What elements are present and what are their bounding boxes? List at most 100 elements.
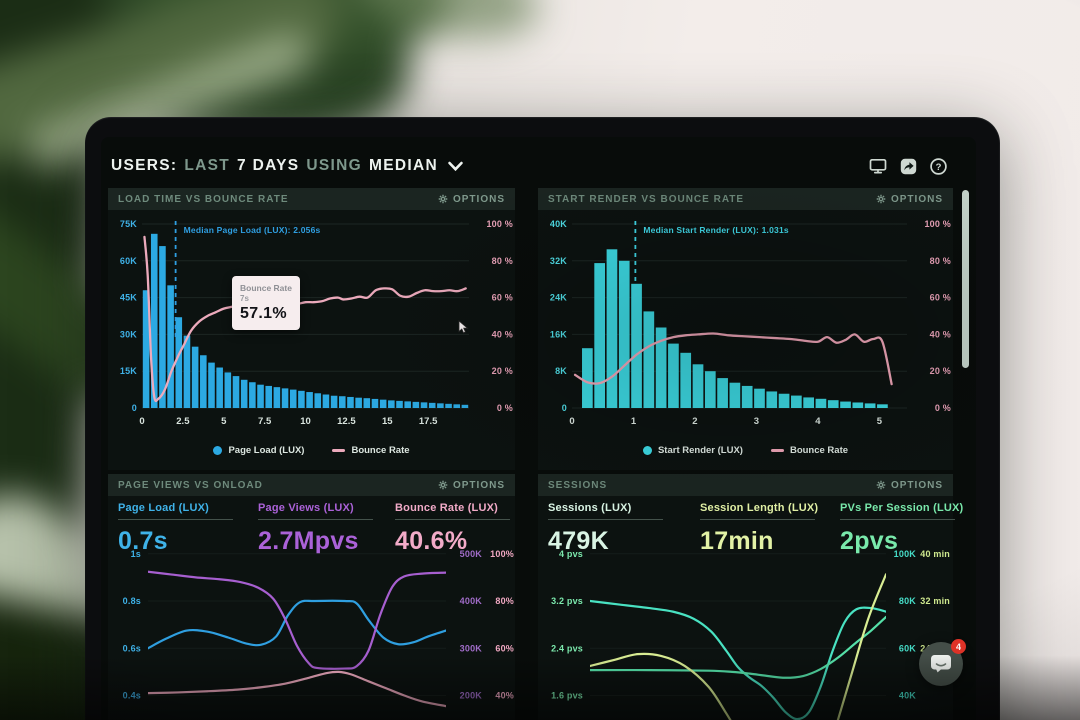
- svg-text:7.5: 7.5: [258, 416, 272, 427]
- svg-text:0 %: 0 %: [935, 403, 951, 413]
- svg-text:20 %: 20 %: [492, 366, 513, 376]
- legend-marker: [332, 449, 346, 452]
- svg-text:15K: 15K: [120, 366, 137, 376]
- svg-text:40%: 40%: [495, 691, 514, 701]
- filter-segment: 7 DAYS: [237, 157, 300, 174]
- svg-text:12.5: 12.5: [337, 416, 356, 427]
- chart-legend: Start Render (LUX) Bounce Rate: [538, 445, 953, 456]
- monitor-icon[interactable]: [869, 158, 887, 174]
- svg-text:80 %: 80 %: [930, 256, 951, 266]
- options-label: OPTIONS: [890, 479, 943, 491]
- panel-title: PAGE VIEWS VS ONLOAD: [118, 479, 263, 491]
- stat-label: Page Views (LUX): [258, 502, 373, 520]
- svg-text:100%: 100%: [490, 549, 514, 559]
- legend-item[interactable]: Bounce Rate: [770, 445, 849, 456]
- svg-text:2: 2: [692, 416, 697, 427]
- chat-bubble-icon: [931, 655, 951, 673]
- svg-text:17.5: 17.5: [419, 416, 438, 427]
- svg-text:60 %: 60 %: [930, 293, 951, 303]
- options-label: OPTIONS: [452, 193, 505, 205]
- dashboard-filter-dropdown[interactable]: USERS: LAST 7 DAYS USING MEDIAN: [111, 157, 445, 175]
- filter-segment: MEDIAN: [369, 157, 438, 174]
- topbar: USERS: LAST 7 DAYS USING MEDIAN: [111, 149, 968, 183]
- svg-text:75K: 75K: [120, 219, 137, 229]
- svg-text:3.2 pvs: 3.2 pvs: [551, 596, 583, 606]
- chat-button[interactable]: 4: [919, 639, 966, 686]
- legend-item[interactable]: Start Render (LUX): [642, 445, 743, 456]
- panel-sessions: SESSIONS OPTIONS: [538, 474, 963, 720]
- legend-label: Page Load (LUX): [228, 445, 305, 456]
- svg-text:0: 0: [139, 416, 144, 427]
- svg-text:?: ?: [936, 162, 942, 173]
- svg-text:0: 0: [569, 416, 574, 427]
- svg-text:60 %: 60 %: [492, 293, 513, 303]
- svg-text:5: 5: [877, 416, 883, 427]
- panel-title: LOAD TIME VS BOUNCE RATE: [118, 193, 289, 205]
- options-label: OPTIONS: [452, 479, 505, 491]
- svg-text:10: 10: [300, 416, 311, 427]
- cursor-icon: [458, 320, 469, 334]
- svg-text:60%: 60%: [495, 643, 514, 653]
- options-button[interactable]: OPTIONS: [876, 480, 943, 491]
- chevron-down-icon: [448, 161, 463, 171]
- svg-text:40 %: 40 %: [930, 329, 951, 339]
- svg-text:1: 1: [631, 416, 637, 427]
- stat-label: PVs Per Session (LUX): [840, 502, 963, 520]
- help-icon[interactable]: ?: [930, 157, 947, 175]
- filter-segment: USERS:: [111, 157, 178, 174]
- gear-icon: [876, 480, 886, 490]
- svg-text:40 min: 40 min: [920, 549, 950, 559]
- options-button[interactable]: OPTIONS: [438, 480, 505, 491]
- tooltip-title: Bounce Rate: [240, 283, 292, 293]
- options-label: OPTIONS: [890, 193, 943, 205]
- svg-text:5: 5: [221, 416, 227, 427]
- chart-legend: Page Load (LUX) Bounce Rate: [108, 445, 515, 456]
- svg-text:1.6 pvs: 1.6 pvs: [551, 691, 583, 701]
- laptop-screen: USERS: LAST 7 DAYS USING MEDIAN: [85, 117, 1000, 720]
- svg-text:1s: 1s: [131, 549, 141, 559]
- svg-text:8K: 8K: [555, 366, 567, 376]
- stat-label: Page Load (LUX): [118, 502, 233, 520]
- gear-icon: [876, 194, 886, 204]
- legend-item[interactable]: Page Load (LUX): [213, 445, 304, 456]
- filter-segment: LAST: [184, 157, 231, 174]
- svg-text:0: 0: [132, 403, 137, 413]
- gear-icon: [438, 480, 448, 490]
- legend-item[interactable]: Bounce Rate: [332, 445, 410, 456]
- svg-text:80 %: 80 %: [492, 256, 513, 266]
- options-button[interactable]: OPTIONS: [438, 194, 505, 205]
- scrollbar[interactable]: [962, 190, 969, 368]
- legend-label: Bounce Rate: [789, 445, 849, 456]
- panel-page-views: PAGE VIEWS VS ONLOAD OPTIONS: [108, 474, 515, 720]
- svg-text:100 %: 100 %: [924, 219, 951, 229]
- panel-title: SESSIONS: [548, 479, 608, 491]
- svg-text:24K: 24K: [550, 293, 567, 303]
- svg-text:0.8s: 0.8s: [123, 596, 141, 606]
- svg-text:0.6s: 0.6s: [123, 643, 141, 653]
- sessions-chart: 4 pvs 100K 40 min 3.2 pvs 80K 32 min 2.4 pvs 60…: [551, 549, 950, 720]
- page-views-chart: 1s 500K 100% 0.8s 400K 80% 0.6s 300K 60% 0.4s 200K…: [123, 549, 514, 708]
- svg-text:32 min: 32 min: [920, 596, 950, 606]
- share-icon[interactable]: [900, 158, 917, 175]
- panel-header: PAGE VIEWS VS ONLOAD OPTIONS: [108, 474, 515, 496]
- svg-text:300K: 300K: [460, 643, 483, 653]
- svg-text:40K: 40K: [550, 219, 567, 229]
- svg-text:100 %: 100 %: [486, 219, 513, 229]
- legend-label: Bounce Rate: [351, 445, 410, 456]
- svg-text:40K: 40K: [899, 691, 916, 701]
- gear-icon: [438, 194, 448, 204]
- svg-text:3: 3: [754, 416, 759, 427]
- svg-text:0: 0: [562, 403, 567, 413]
- dashboard: USERS: LAST 7 DAYS USING MEDIAN: [101, 137, 976, 720]
- options-button[interactable]: OPTIONS: [876, 194, 943, 205]
- panel-load-time: LOAD TIME VS BOUNCE RATE OPTIONS: [108, 188, 515, 470]
- svg-text:15: 15: [382, 416, 393, 427]
- stat-label: Bounce Rate (LUX): [395, 502, 510, 520]
- svg-text:4 pvs: 4 pvs: [559, 549, 583, 559]
- svg-text:80%: 80%: [495, 596, 514, 606]
- svg-text:Median Page Load (LUX): 2.056s: Median Page Load (LUX): 2.056s: [184, 225, 321, 235]
- svg-text:Median Start Render (LUX): 1.0: Median Start Render (LUX): 1.031s: [643, 225, 789, 235]
- chart-area: 75K 100 % 60K 80 % 45K 60 % 30K 40 % 15K 20 % 0 0 %…: [108, 214, 515, 432]
- panel-header: SESSIONS OPTIONS: [538, 474, 953, 496]
